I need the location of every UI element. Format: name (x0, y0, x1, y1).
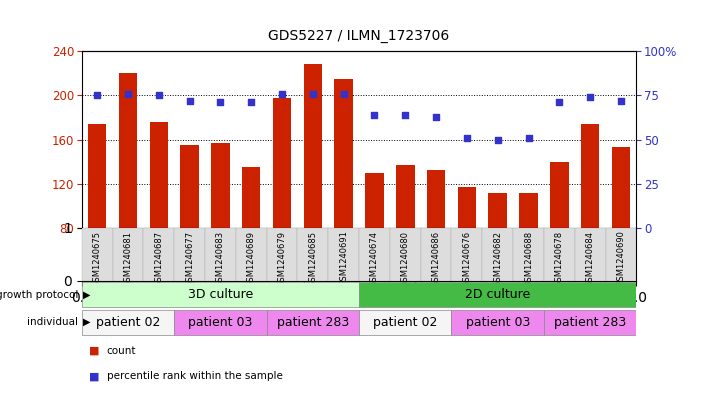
Text: patient 03: patient 03 (188, 316, 252, 329)
Text: GSM1240674: GSM1240674 (370, 231, 379, 286)
Text: patient 283: patient 283 (554, 316, 626, 329)
Text: GSM1240681: GSM1240681 (124, 231, 132, 286)
Point (492, 136, 503, 143)
Text: GSM1240686: GSM1240686 (432, 231, 441, 287)
Bar (421, 228, 451, 281)
Bar (181, 145, 199, 228)
Bar (359, 228, 390, 281)
Text: 3D culture: 3D culture (188, 288, 253, 301)
Bar (581, 124, 599, 228)
Bar (544, 310, 636, 334)
Text: percentile rank within the sample: percentile rank within the sample (107, 371, 282, 381)
Bar (359, 282, 636, 307)
Bar (297, 228, 328, 281)
Text: GSM1240683: GSM1240683 (216, 231, 225, 287)
Bar (82, 310, 174, 334)
Bar (458, 187, 476, 228)
Bar (149, 122, 168, 228)
Bar (174, 310, 267, 334)
Text: 2D culture: 2D culture (465, 288, 530, 301)
Text: GSM1240677: GSM1240677 (185, 231, 194, 287)
Point (122, 90, 134, 97)
Point (523, 134, 534, 141)
Text: count: count (107, 346, 136, 356)
Text: ■: ■ (89, 346, 100, 356)
Text: GSM1240679: GSM1240679 (277, 231, 287, 286)
Bar (242, 167, 260, 228)
Bar (427, 171, 445, 228)
Text: ▶: ▶ (83, 290, 91, 300)
Point (153, 92, 164, 98)
Bar (82, 228, 112, 281)
Bar (396, 165, 415, 228)
Point (615, 97, 626, 104)
Bar (88, 124, 107, 228)
Bar (82, 282, 359, 307)
Text: GSM1240680: GSM1240680 (401, 231, 410, 286)
Point (307, 90, 319, 97)
Text: GSM1240691: GSM1240691 (339, 231, 348, 286)
Text: GSM1240682: GSM1240682 (493, 231, 502, 286)
Bar (544, 228, 574, 281)
Point (430, 113, 442, 119)
Bar (304, 64, 322, 228)
Point (245, 99, 257, 105)
Bar (574, 228, 606, 281)
Point (277, 90, 288, 97)
Bar (267, 228, 297, 281)
Bar (606, 228, 636, 281)
Text: GSM1240675: GSM1240675 (92, 231, 102, 286)
Text: GSM1240676: GSM1240676 (462, 231, 471, 287)
Bar (513, 228, 544, 281)
Point (215, 99, 226, 105)
Bar (611, 147, 630, 228)
Text: GDS5227 / ILMN_1723706: GDS5227 / ILMN_1723706 (269, 29, 449, 43)
Text: ▶: ▶ (83, 317, 91, 327)
Text: GSM1240685: GSM1240685 (309, 231, 317, 286)
Bar (451, 310, 544, 334)
Bar (519, 193, 538, 228)
Bar (174, 228, 205, 281)
Point (584, 94, 596, 100)
Text: GSM1240678: GSM1240678 (555, 231, 564, 287)
Text: GSM1240684: GSM1240684 (586, 231, 594, 286)
Text: patient 283: patient 283 (277, 316, 349, 329)
Point (400, 112, 411, 118)
Text: GSM1240687: GSM1240687 (154, 231, 164, 287)
Bar (328, 228, 359, 281)
Point (461, 134, 473, 141)
Text: ■: ■ (89, 371, 100, 381)
Point (369, 112, 380, 118)
Bar (488, 193, 507, 228)
Bar (273, 97, 292, 228)
Bar (359, 310, 451, 334)
Text: growth protocol: growth protocol (0, 290, 78, 300)
Text: patient 03: patient 03 (466, 316, 530, 329)
Bar (365, 173, 384, 228)
Bar (482, 228, 513, 281)
Bar (390, 228, 421, 281)
Point (92, 92, 103, 98)
Bar (144, 228, 174, 281)
Bar (451, 228, 482, 281)
Point (554, 99, 565, 105)
Text: individual: individual (27, 317, 78, 327)
Text: patient 02: patient 02 (373, 316, 437, 329)
Point (338, 90, 349, 97)
Bar (112, 228, 144, 281)
Text: patient 02: patient 02 (96, 316, 160, 329)
Text: GSM1240690: GSM1240690 (616, 231, 626, 286)
Bar (236, 228, 267, 281)
Text: GSM1240688: GSM1240688 (524, 231, 533, 287)
Bar (267, 310, 359, 334)
Bar (550, 162, 569, 228)
Bar (119, 73, 137, 228)
Bar (334, 79, 353, 228)
Bar (205, 228, 236, 281)
Point (184, 97, 196, 104)
Bar (211, 143, 230, 228)
Text: GSM1240689: GSM1240689 (247, 231, 256, 286)
